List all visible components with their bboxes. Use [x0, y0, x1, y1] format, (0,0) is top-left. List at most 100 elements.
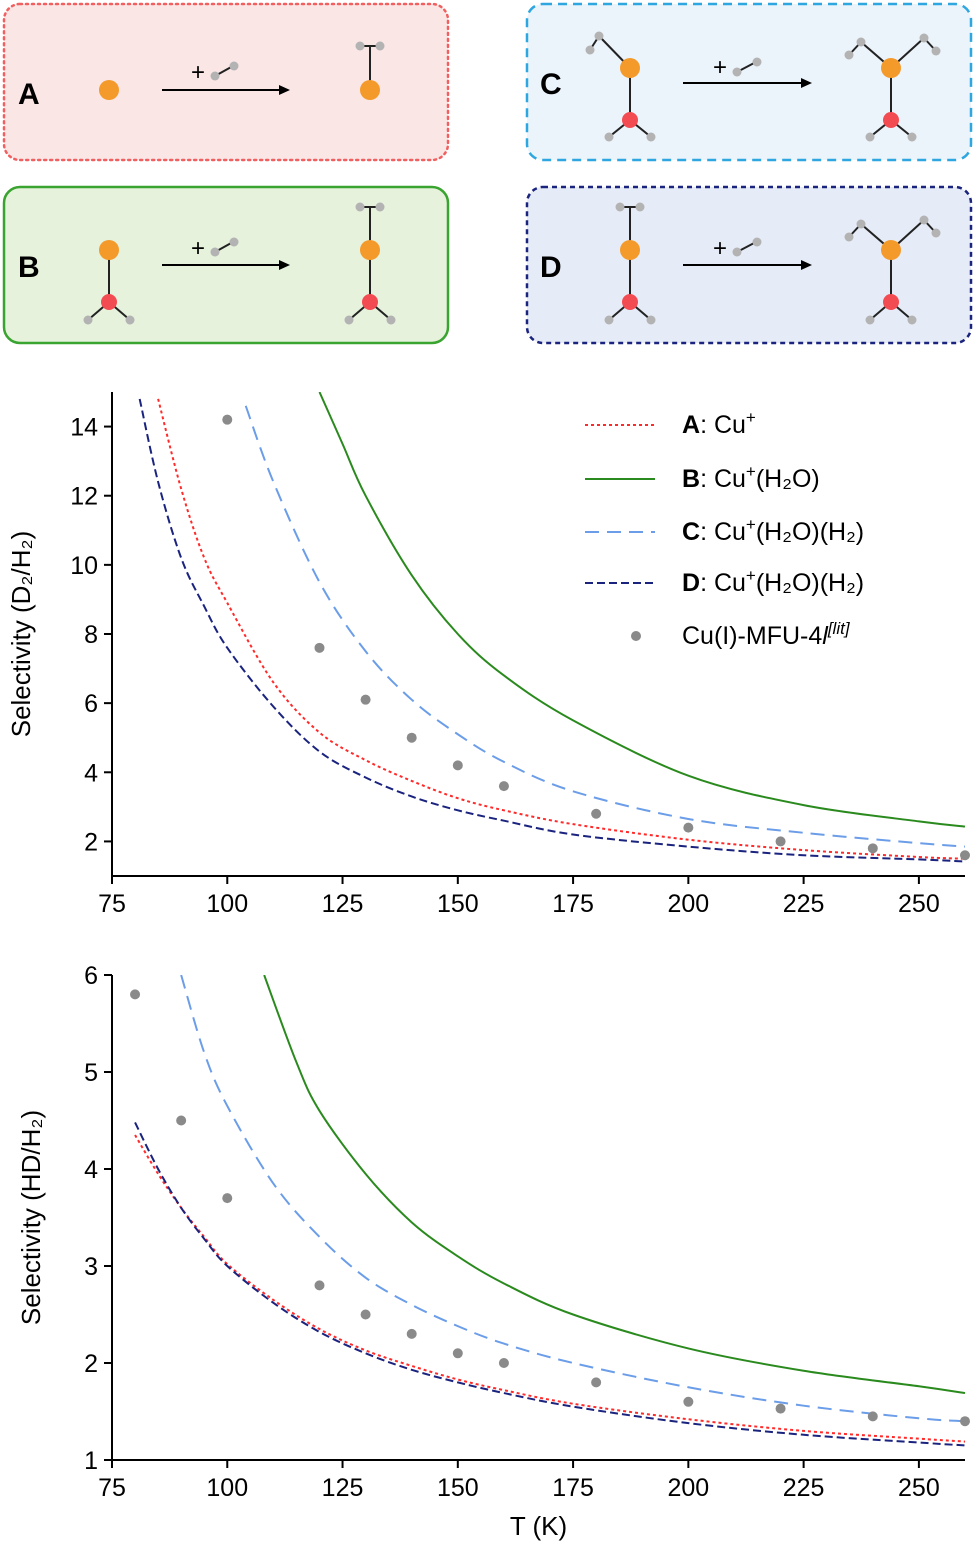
x-tick-label: 125	[322, 1474, 364, 1502]
hydrogen-atom	[615, 202, 625, 212]
series-line-d	[134, 1121, 966, 1447]
series-line-d	[138, 398, 966, 863]
arrow-head	[801, 260, 812, 270]
experimental-point	[360, 694, 371, 705]
experimental-point	[867, 1411, 878, 1422]
legend-marker	[631, 631, 641, 641]
chart-d2-h2: 75 100 125 150 175 200 225 250 2 4 6 8 10 12 14 Selecti…	[6, 392, 970, 918]
y-tick-label: 6	[84, 690, 98, 718]
x-tick-label: 75	[98, 1474, 126, 1502]
plus-sign: +	[191, 59, 205, 86]
hydrogen-atom	[907, 315, 917, 325]
panel-a-box	[2, 2, 450, 162]
experimental-point	[960, 850, 970, 861]
experimental-point	[867, 843, 878, 854]
series-line-b	[318, 392, 966, 828]
hydrogen-atom	[931, 228, 941, 238]
copper-atom	[360, 80, 380, 100]
hydrogen-atom	[646, 315, 656, 325]
legend-label: B: Cu+(H₂O)	[682, 462, 820, 493]
experimental-point	[683, 1396, 694, 1407]
hydrogen-atom	[844, 50, 854, 60]
hydrogen-atom	[856, 37, 866, 47]
copper-atom	[620, 58, 640, 78]
legend-entry-c: C: Cu+(H₂O)(H₂)	[585, 515, 864, 546]
y-tick-label: 3	[84, 1253, 98, 1281]
legend-label: A: Cu+	[682, 408, 756, 439]
y-tick-label: 6	[84, 962, 98, 990]
arrow-head	[801, 78, 812, 88]
y-tick-label: 4	[84, 1156, 98, 1184]
hydrogen-atom	[210, 71, 220, 81]
experimental-point	[498, 1358, 509, 1368]
x-tick-label: 200	[667, 1474, 709, 1502]
arrow-head	[279, 85, 290, 95]
plus-sign: +	[191, 235, 205, 262]
copper-atom	[881, 240, 901, 260]
panel-a-letter: A	[18, 78, 40, 111]
hydrogen-atom	[585, 45, 595, 55]
copper-atom	[360, 240, 380, 260]
hydrogen-atom	[386, 315, 396, 325]
x-tick-label: 100	[206, 890, 248, 918]
copper-atom	[99, 80, 119, 100]
hydrogen-atom	[919, 215, 929, 225]
experimental-point	[591, 1377, 602, 1388]
y-axis-title: Selectivity (D₂/H₂)	[6, 531, 36, 738]
oxygen-atom	[883, 112, 899, 128]
experimental-point	[222, 1193, 233, 1204]
reaction-panel-c: C +	[525, 2, 973, 162]
oxygen-atom	[362, 294, 378, 310]
x-tick-label: 125	[322, 890, 364, 918]
legend-entry-a: A: Cu+	[585, 408, 756, 439]
x-tick-label: 150	[437, 1474, 479, 1502]
chart-hd-h2: 75 100 125 150 175 200 225 250 1 2 3 4 5 6 Selectivity…	[16, 962, 970, 1541]
hydrogen-atom	[732, 67, 742, 77]
experimental-point	[683, 822, 694, 833]
hydrogen-atom	[752, 237, 762, 247]
legend-entry-experimental: Cu(I)-MFU-4l[lit]	[631, 619, 851, 650]
hydrogen-atom	[83, 315, 93, 325]
hydrogen-atom	[844, 232, 854, 242]
x-tick-label: 175	[552, 1474, 594, 1502]
x-tick-label: 100	[206, 1474, 248, 1502]
experimental-point	[452, 760, 463, 771]
hydrogen-atom	[856, 219, 866, 229]
hydrogen-atom	[229, 61, 239, 71]
y-tick-label: 1	[84, 1447, 98, 1475]
hydrogen-atom	[125, 315, 135, 325]
experimental-point	[775, 836, 786, 847]
experimental-point	[775, 1403, 786, 1414]
hydrogen-atom	[919, 33, 929, 43]
legend-entry-d: D: Cu+(H₂O)(H₂)	[585, 566, 864, 597]
hydrogen-atom	[594, 31, 604, 41]
hydrogen-atom	[229, 237, 239, 247]
reaction-panel-b: B +	[2, 185, 450, 345]
legend: A: Cu+ B: Cu+(H₂O) C: Cu+(H₂O)(H₂) D: Cu+(H…	[585, 408, 864, 650]
hydrogen-atom	[604, 132, 614, 142]
x-tick-label: 225	[783, 890, 825, 918]
reaction-panel-d: D +	[525, 185, 973, 345]
hydrogen-atom	[604, 315, 614, 325]
experimental-point	[406, 732, 417, 743]
y-tick-label: 5	[84, 1059, 98, 1087]
x-tick-label: 250	[898, 890, 940, 918]
x-tick-label: 225	[783, 1474, 825, 1502]
panel-b-letter: B	[18, 251, 40, 284]
copper-atom	[620, 240, 640, 260]
x-tick-label: 75	[98, 890, 126, 918]
x-tick-label: 175	[552, 890, 594, 918]
series-line-a	[157, 398, 966, 860]
experimental-point	[176, 1115, 187, 1126]
oxygen-atom	[101, 294, 117, 310]
plus-sign: +	[713, 54, 727, 81]
experimental-point	[360, 1309, 371, 1320]
experimental-point	[314, 642, 325, 653]
legend-entry-b: B: Cu+(H₂O)	[585, 462, 820, 493]
plus-sign: +	[713, 235, 727, 262]
arrow-head	[279, 260, 290, 270]
legend-label: C: Cu+(H₂O)(H₂)	[682, 515, 864, 546]
y-tick-label: 2	[84, 1350, 98, 1378]
hydrogen-atom	[752, 57, 762, 67]
